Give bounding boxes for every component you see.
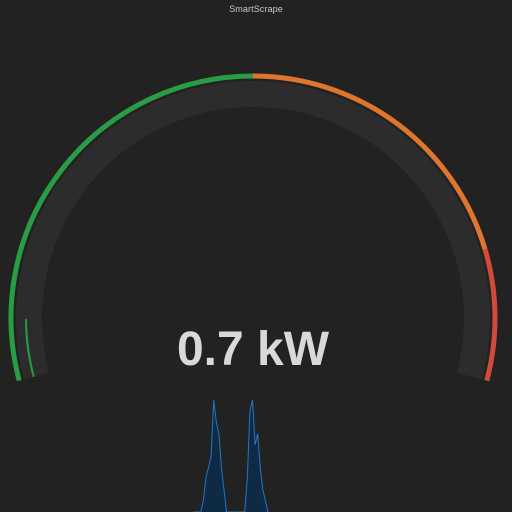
gauge-threshold-segment-2 bbox=[252, 73, 488, 250]
gauge-threshold-segment-1 bbox=[8, 73, 254, 382]
panel-title[interactable]: SmartScrape bbox=[229, 4, 283, 14]
gauge-track-arc bbox=[16, 81, 490, 380]
gauge-threshold-segment-3 bbox=[482, 248, 498, 382]
gauge-threshold-band bbox=[8, 73, 498, 382]
gauge-value-arc bbox=[25, 319, 35, 378]
gauge-track bbox=[16, 81, 490, 380]
gauge-value: 0.7 kW bbox=[176, 323, 330, 376]
sparkline-line bbox=[193, 399, 269, 512]
gauge-value-segment bbox=[25, 319, 35, 378]
